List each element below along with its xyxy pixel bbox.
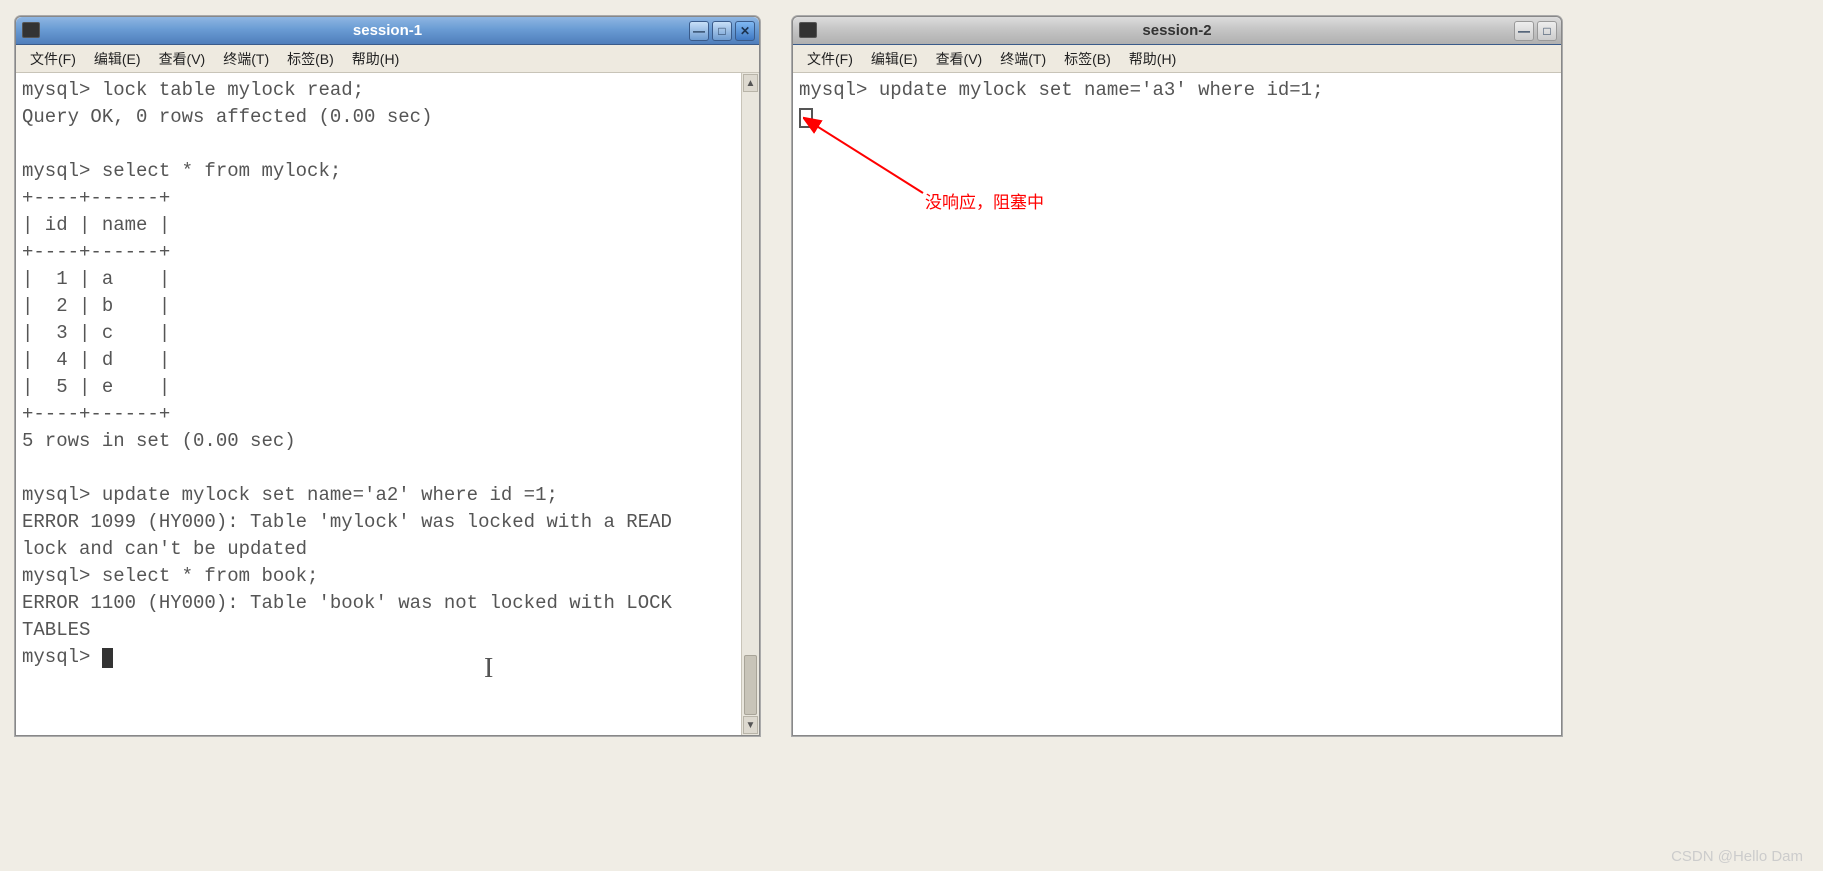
menu-help[interactable]: 帮助(H) [1121,47,1184,71]
terminal-icon [22,22,40,38]
maximize-button[interactable]: □ [712,21,732,41]
menu-edit[interactable]: 编辑(E) [863,47,926,71]
menu-help[interactable]: 帮助(H) [344,47,407,71]
terminal-window-1: session-1 — □ ✕ 文件(F) 编辑(E) 查看(V) 终端(T) … [15,16,760,736]
watermark: CSDN @Hello Dam [1671,848,1803,865]
text-cursor-icon: I [484,653,493,685]
maximize-button[interactable]: □ [1537,21,1557,41]
titlebar-2[interactable]: session-2 — □ [793,17,1561,45]
scroll-down-icon[interactable]: ▼ [743,716,758,734]
menu-terminal[interactable]: 终端(T) [215,47,277,71]
terminal-icon [799,22,817,38]
minimize-button[interactable]: — [689,21,709,41]
minimize-button[interactable]: — [1514,21,1534,41]
window-controls: — □ ✕ [689,21,755,41]
menu-tabs[interactable]: 标签(B) [279,47,342,71]
annotation-arrow [803,115,943,205]
scrollbar-1[interactable]: ▲ ▼ [741,73,759,735]
window-title: session-2 [1142,22,1211,39]
menubar-2: 文件(F) 编辑(E) 查看(V) 终端(T) 标签(B) 帮助(H) [793,45,1561,73]
menu-file[interactable]: 文件(F) [22,47,84,71]
terminal-content-1[interactable]: mysql> lock table mylock read; Query OK,… [16,73,759,735]
menu-edit[interactable]: 编辑(E) [86,47,149,71]
menubar-1: 文件(F) 编辑(E) 查看(V) 终端(T) 标签(B) 帮助(H) [16,45,759,73]
close-button[interactable]: ✕ [735,21,755,41]
window-controls: — □ [1514,21,1557,41]
titlebar-1[interactable]: session-1 — □ ✕ [16,17,759,45]
menu-terminal[interactable]: 终端(T) [992,47,1054,71]
menu-view[interactable]: 查看(V) [151,47,214,71]
menu-tabs[interactable]: 标签(B) [1056,47,1119,71]
menu-file[interactable]: 文件(F) [799,47,861,71]
scroll-thumb[interactable] [744,655,757,715]
annotation-text: 没响应，阻塞中 [925,188,1044,213]
menu-view[interactable]: 查看(V) [928,47,991,71]
window-title: session-1 [353,22,422,39]
scroll-up-icon[interactable]: ▲ [743,74,758,92]
